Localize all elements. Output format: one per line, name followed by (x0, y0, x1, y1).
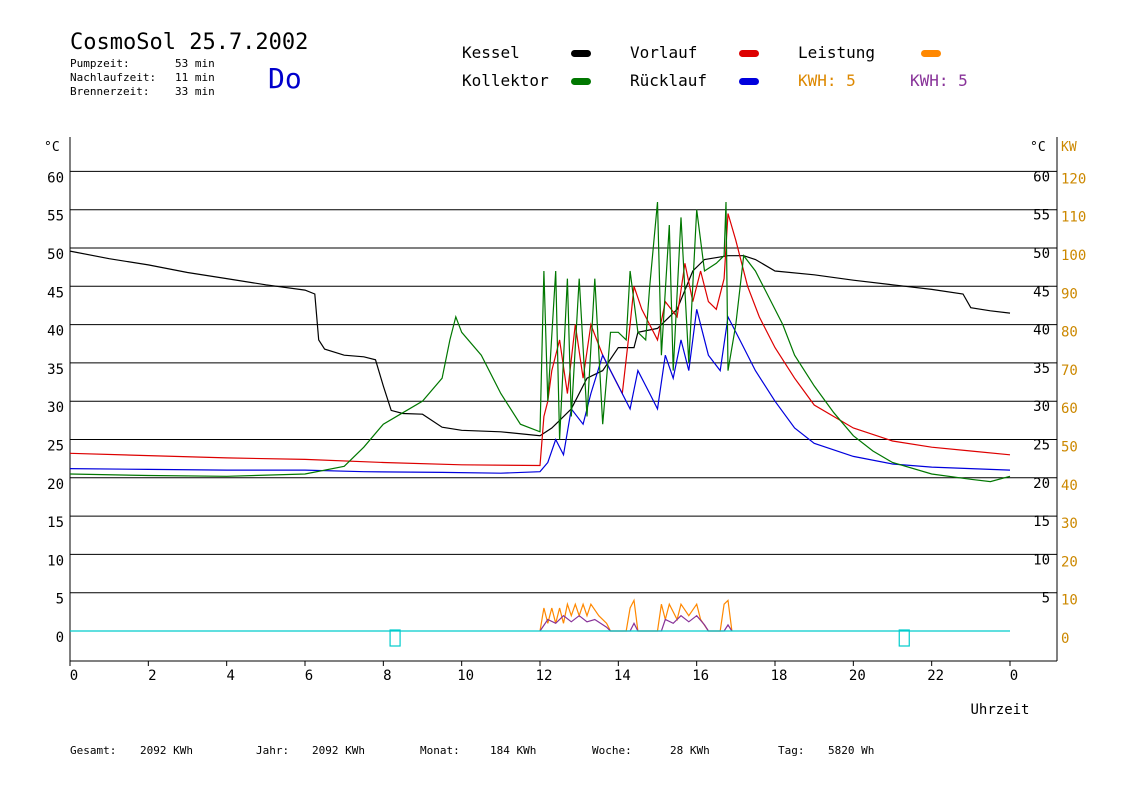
footer-woche-label: Woche: (592, 744, 632, 757)
x-tick-label-7: 14 (614, 668, 631, 684)
y-tick-label-0: 0 (56, 630, 64, 646)
x-tick-label-8: 16 (692, 668, 709, 684)
series-line-kollektor (69, 201, 1011, 483)
series-line-r-cklauf (69, 309, 1011, 474)
legend-leistung-swatch (921, 50, 941, 57)
y2-tick-label-kw-80: 80 (1061, 325, 1078, 341)
info-pumpzeit-value: 53 min (175, 57, 215, 70)
x-tick-label-3: 6 (305, 668, 313, 684)
legend-kwh-2: KWH: 5 (910, 71, 968, 90)
legend-kessel-label: Kessel (462, 43, 520, 62)
y2-tick-label-c-35: 35 (1033, 361, 1050, 377)
footer-jahr-label: Jahr: (256, 744, 290, 757)
y2-tick-label-kw-120: 120 (1061, 171, 1086, 187)
y2-tick-label-kw-40: 40 (1061, 478, 1078, 494)
footer-gesamt-value: 2092 KWh (140, 744, 193, 757)
y2-tick-label-c-20: 20 (1033, 476, 1050, 492)
y2-tick-label-kw-50: 50 (1061, 440, 1078, 456)
y2-tick-label-c-10: 10 (1033, 552, 1050, 568)
y-tick-label-55: 55 (47, 209, 64, 225)
footer-tag-label: Tag: (778, 744, 805, 757)
y-axis-unit-right-c: °C (1030, 140, 1046, 155)
y-tick-label-45: 45 (47, 285, 64, 301)
y2-tick-label-kw-60: 60 (1061, 401, 1078, 417)
y2-tick-label-kw-100: 100 (1061, 248, 1086, 264)
legend-leistung-label: Leistung (798, 43, 876, 62)
info-nachlaufzeit-label: Nachlaufzeit: (70, 71, 157, 84)
weekday-label: Do (268, 62, 302, 95)
y2-tick-label-c-50: 50 (1033, 246, 1050, 262)
x-tick-label-0: 0 (70, 668, 78, 684)
legend-vorlauf-swatch (739, 50, 759, 57)
x-tick-label-2: 4 (226, 668, 234, 684)
x-axis-label: Uhrzeit (970, 702, 1029, 718)
y-tick-label-50: 50 (47, 247, 64, 263)
footer-monat-value: 184 KWh (490, 744, 537, 757)
y-tick-label-30: 30 (47, 400, 64, 416)
y-tick-label-60: 60 (47, 170, 64, 186)
y-tick-label-35: 35 (47, 362, 64, 378)
x-tick-label-1: 2 (148, 668, 156, 684)
info-brennerzeit-label: Brennerzeit: (70, 85, 150, 98)
y2-tick-label-c-60: 60 (1033, 169, 1050, 185)
y-tick-label-5: 5 (56, 592, 64, 608)
y2-tick-label-c-15: 15 (1033, 514, 1050, 530)
legend-vorlauf-label: Vorlauf (630, 43, 698, 62)
y-tick-label-20: 20 (47, 477, 64, 493)
y2-tick-label-c-45: 45 (1033, 284, 1050, 300)
y-tick-label-15: 15 (47, 515, 64, 531)
footer-jahr-value: 2092 KWh (312, 744, 365, 757)
y2-tick-label-c-55: 55 (1033, 208, 1050, 224)
series-line-vorlauf (69, 213, 1011, 467)
x-tick-label-6: 12 (536, 668, 553, 684)
y-tick-label-40: 40 (47, 324, 64, 340)
legend-kollektor-label: Kollektor (462, 71, 549, 90)
legend-ruecklauf-label: Rücklauf (630, 71, 708, 90)
y2-tick-label-kw-70: 70 (1061, 363, 1078, 379)
series-line-kwh2 (539, 614, 733, 632)
info-pumpzeit-label: Pumpzeit: (70, 57, 130, 70)
y2-tick-label-kw-30: 30 (1061, 516, 1078, 532)
y-axis-unit-left: °C (44, 140, 60, 155)
y-axis-unit-right-kw: KW (1061, 140, 1077, 155)
pump-marker-1 (389, 629, 401, 647)
y2-tick-label-kw-20: 20 (1061, 554, 1078, 570)
info-brennerzeit-value: 33 min (175, 85, 215, 98)
footer-woche-value: 28 KWh (670, 744, 710, 757)
y-tick-label-25: 25 (47, 439, 64, 455)
footer-tag-value: 5820 Wh (828, 744, 875, 757)
chart-title: CosmoSol 25.7.2002 (70, 30, 309, 55)
y2-tick-label-c-30: 30 (1033, 399, 1050, 415)
y2-tick-label-kw-90: 90 (1061, 286, 1078, 302)
legend-ruecklauf-swatch (739, 78, 759, 85)
legend-kessel-swatch (571, 50, 591, 57)
y2-tick-label-c-5: 5 (1042, 591, 1050, 607)
y-tick-label-10: 10 (47, 553, 64, 569)
legend-kollektor-swatch (571, 78, 591, 85)
footer-monat-label: Monat: (420, 744, 460, 757)
y2-tick-label-kw-0: 0 (1061, 631, 1069, 647)
y2-tick-label-c-25: 25 (1033, 438, 1050, 454)
legend-kwh-1: KWH: 5 (798, 71, 856, 90)
footer-gesamt-label: Gesamt: (70, 744, 117, 757)
x-tick-label-11: 22 (927, 668, 944, 684)
y2-tick-label-c-40: 40 (1033, 323, 1050, 339)
pump-marker-2 (898, 629, 910, 647)
y2-tick-label-kw-110: 110 (1061, 210, 1086, 226)
x-tick-label-9: 18 (771, 668, 788, 684)
x-tick-label-10: 20 (849, 668, 866, 684)
x-tick-label-4: 8 (383, 668, 391, 684)
x-tick-label-5: 10 (457, 668, 474, 684)
x-tick-label-12: 0 (1010, 668, 1018, 684)
info-nachlaufzeit-value: 11 min (175, 71, 215, 84)
y2-tick-label-kw-10: 10 (1061, 593, 1078, 609)
